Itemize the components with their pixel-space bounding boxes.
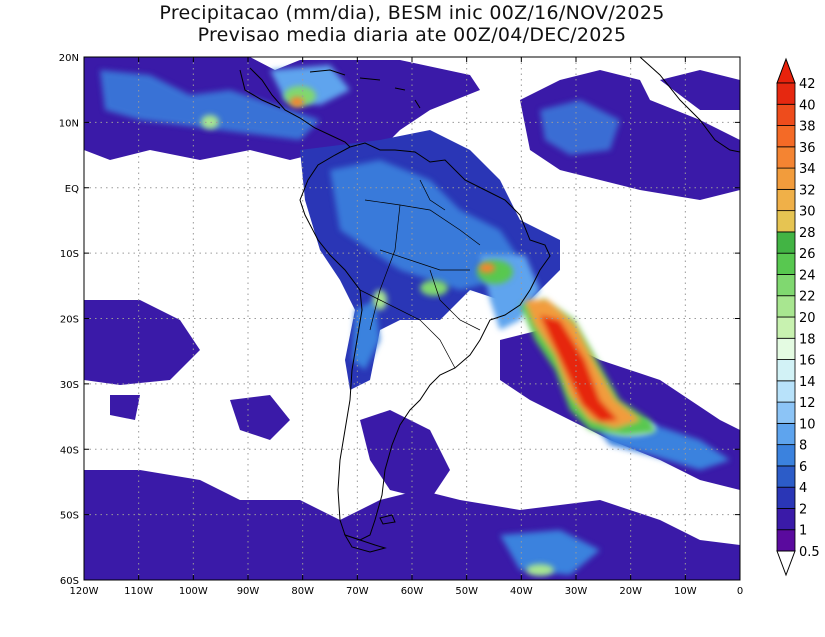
colorbar-box — [776, 508, 796, 531]
lon-tick-label: 60W — [401, 586, 424, 597]
map-title: Precipitacao (mm/dia), BESM inic 00Z/16/… — [159, 2, 665, 24]
lon-tick-label: 120W — [70, 586, 99, 597]
lat-tick-label: 20S — [60, 315, 79, 326]
colorbar-label: 40 — [799, 98, 816, 113]
lat-tick-label: 50S — [60, 511, 79, 522]
colorbar-label: 22 — [799, 290, 816, 305]
lat-tick-label: 60S — [60, 576, 79, 587]
central-america-outline — [239, 67, 351, 148]
colorbar-top-arrow — [776, 57, 796, 84]
lat-tick-label: 10S — [60, 249, 79, 260]
colorbar-box — [776, 359, 796, 382]
lat-tick-label: 20N — [59, 53, 79, 64]
colorbar-box — [776, 82, 796, 105]
lon-tick-label: 40W — [510, 586, 533, 597]
latitude-axis: 20N 10N EQ 10S 20S 30S 40S 50S 60S — [59, 53, 740, 587]
colorbar-box — [776, 422, 796, 446]
colorbar-label: 30 — [799, 205, 816, 220]
colorbar-label: 24 — [799, 268, 816, 283]
lat-tick-label: 10N — [59, 118, 79, 129]
colorbar-box — [776, 167, 796, 190]
colorbar-label: 36 — [799, 141, 816, 156]
colorbar-box — [776, 337, 796, 360]
lat-tick-label: EQ — [65, 184, 79, 195]
lon-tick-label: 10W — [674, 586, 697, 597]
sacz-band — [290, 97, 655, 435]
colorbar-label: 14 — [799, 375, 816, 390]
colorbar-box — [776, 465, 796, 488]
colorbar-label: 26 — [799, 247, 816, 262]
colorbar-label: 42 — [799, 77, 816, 92]
lon-tick-label: 80W — [291, 586, 314, 597]
colorbar-label: 10 — [799, 417, 816, 432]
colorbar-box — [776, 252, 796, 275]
lon-tick-label: 50W — [455, 586, 478, 597]
colorbar-label: 28 — [799, 226, 816, 241]
colorbar-label: 2 — [799, 502, 807, 517]
colorbar-label: 0.5 — [799, 545, 820, 560]
caribbean-islands — [309, 69, 421, 109]
colorbar-label: 16 — [799, 354, 816, 369]
lon-tick-label: 20W — [619, 586, 642, 597]
colorbar-box — [776, 316, 796, 339]
colorbar-box — [776, 486, 796, 509]
lat-tick-label: 30S — [60, 380, 79, 391]
colorbar-label: 18 — [799, 332, 816, 347]
country-borders — [359, 179, 481, 369]
colorbar-boxes — [776, 57, 796, 577]
map-subtitle: Previsao media diaria ate 00Z/04/DEC/202… — [197, 24, 627, 46]
colorbar-box — [776, 380, 796, 403]
colorbar-box — [776, 188, 796, 212]
colorbar-box — [776, 274, 796, 297]
colorbar-box — [776, 295, 796, 318]
colorbar-labels: 0.51246810121416182022242628303234363840… — [799, 77, 820, 560]
lon-tick-label: 30W — [565, 586, 588, 597]
lon-tick-label: 70W — [346, 586, 369, 597]
lon-tick-label: 100W — [179, 586, 208, 597]
colorbar-label: 6 — [799, 460, 807, 475]
colorbar-label: 34 — [799, 162, 816, 177]
colorbar-box — [776, 210, 796, 233]
colorbar-label: 1 — [799, 524, 807, 539]
colorbar-label: 8 — [799, 439, 807, 454]
longitude-axis: 120W 110W 100W 90W 80W 70W 60W 50W 40W 30W 20W 10W 0 — [70, 57, 743, 597]
grid-lines — [84, 57, 740, 580]
colorbar-box — [776, 125, 796, 148]
colorbar-label: 38 — [799, 120, 816, 135]
lat-tick-label: 40S — [60, 445, 79, 456]
colorbar-label: 4 — [799, 481, 807, 496]
colorbar-box — [776, 401, 796, 424]
continent-outlines — [239, 57, 740, 553]
colorbar-box — [776, 146, 796, 169]
colorbar-bottom-arrow — [776, 550, 796, 577]
colorbar-label: 12 — [799, 396, 816, 411]
tierra-del-fuego — [343, 534, 387, 553]
colorbar-box — [776, 444, 796, 467]
falklands — [379, 514, 396, 525]
colorbar-label: 32 — [799, 183, 816, 198]
colorbar-box — [776, 231, 796, 254]
colorbar-box — [776, 103, 796, 126]
lon-tick-label: 110W — [124, 586, 153, 597]
lon-tick-label: 90W — [237, 586, 260, 597]
colorbar-label: 20 — [799, 311, 816, 326]
south-america-outline — [299, 142, 551, 541]
colorbar-box — [776, 529, 796, 552]
title-block: Precipitacao (mm/dia), BESM inic 00Z/16/… — [84, 2, 740, 46]
lon-tick-label: 0 — [737, 586, 743, 597]
africa-outline — [639, 57, 740, 153]
